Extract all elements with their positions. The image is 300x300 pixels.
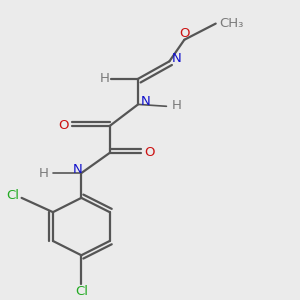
- Text: H: H: [172, 99, 182, 112]
- Text: H: H: [39, 167, 49, 180]
- Text: N: N: [73, 164, 82, 176]
- Text: O: O: [144, 146, 155, 159]
- Text: O: O: [59, 119, 69, 133]
- Text: Cl: Cl: [7, 189, 20, 202]
- Text: N: N: [172, 52, 182, 64]
- Text: Cl: Cl: [75, 285, 88, 298]
- Text: H: H: [100, 72, 110, 85]
- Text: N: N: [141, 95, 150, 108]
- Text: CH₃: CH₃: [219, 17, 243, 30]
- Text: O: O: [179, 27, 190, 40]
